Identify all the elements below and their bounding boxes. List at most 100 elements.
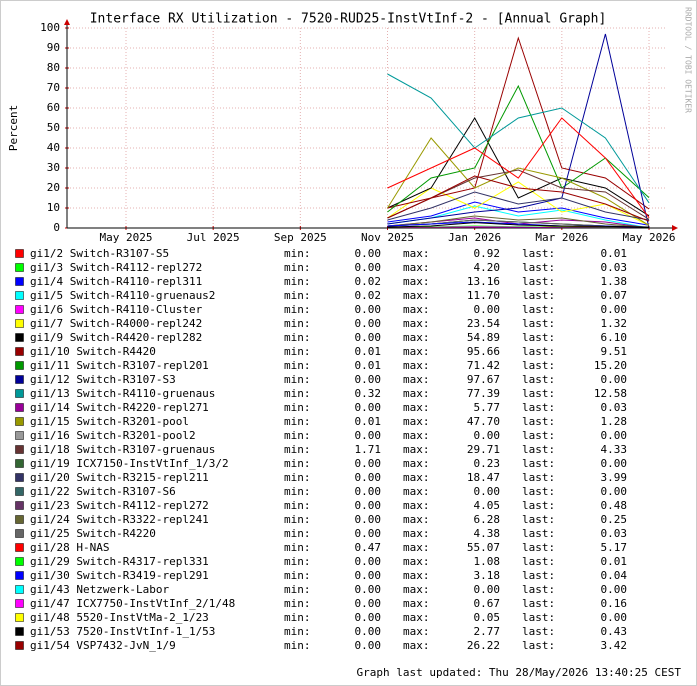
- stat-last: 0.01: [601, 247, 628, 260]
- stat-last: 0.00: [601, 303, 628, 316]
- stat-label: last:: [522, 373, 555, 386]
- legend-name: gi1/47 ICX7750-InstVtInf_2/1/48: [30, 597, 235, 610]
- legend-swatch: [15, 375, 24, 384]
- y-tick-label: 60: [47, 101, 60, 114]
- stat-min: 1.71: [355, 443, 382, 456]
- x-tick-label: Nov 2025: [361, 231, 414, 244]
- stat-label: min:: [284, 387, 311, 400]
- stat-max: 11.70: [467, 289, 500, 302]
- stat-label: min:: [284, 597, 311, 610]
- stat-max: 29.71: [467, 443, 500, 456]
- stat-label: min:: [284, 485, 311, 498]
- legend-swatch: [15, 599, 24, 608]
- stat-last: 0.43: [601, 625, 628, 638]
- stat-min: 0.32: [355, 387, 382, 400]
- stat-min: 0.00: [355, 373, 382, 386]
- stat-min: 0.00: [355, 569, 382, 582]
- stat-label: min:: [284, 527, 311, 540]
- stat-min: 0.02: [355, 275, 382, 288]
- stat-label: max:: [403, 569, 430, 582]
- stat-min: 0.47: [355, 541, 382, 554]
- stat-label: last:: [522, 247, 555, 260]
- stat-label: min:: [284, 611, 311, 624]
- stat-last: 1.38: [601, 275, 628, 288]
- stat-last: 12.58: [594, 387, 627, 400]
- legend-swatch: [15, 473, 24, 482]
- stat-label: max:: [403, 485, 430, 498]
- legend-swatch: [15, 459, 24, 468]
- stat-min: 0.00: [355, 429, 382, 442]
- legend-swatch: [15, 361, 24, 370]
- stat-label: min:: [284, 415, 311, 428]
- legend-swatch: [15, 487, 24, 496]
- stat-max: 55.07: [467, 541, 500, 554]
- legend-name: gi1/9 Switch-R4420-repl282: [30, 331, 202, 344]
- stat-label: max:: [403, 261, 430, 274]
- y-tick-label: 80: [47, 61, 60, 74]
- stat-label: last:: [522, 457, 555, 470]
- stat-label: last:: [522, 471, 555, 484]
- stat-label: last:: [522, 513, 555, 526]
- series-line: [387, 117, 650, 217]
- stat-max: 2.77: [474, 625, 501, 638]
- legend-name: gi1/43 Netzwerk-Labor: [30, 583, 169, 596]
- stat-min: 0.00: [355, 639, 382, 652]
- stat-label: last:: [522, 303, 555, 316]
- stat-label: min:: [284, 457, 311, 470]
- x-tick-label: Jan 2026: [448, 231, 501, 244]
- stat-last: 0.16: [601, 597, 628, 610]
- stat-label: last:: [522, 401, 555, 414]
- stat-label: max:: [403, 583, 430, 596]
- stat-label: min:: [284, 261, 311, 274]
- stat-label: max:: [403, 471, 430, 484]
- legend-name: gi1/19 ICX7150-InstVtInf_1/3/2: [30, 457, 229, 470]
- stat-label: last:: [522, 359, 555, 372]
- series-line: [387, 191, 650, 221]
- legend-name: gi1/53 7520-InstVtInf-1_1/53: [30, 625, 215, 638]
- stat-last: 0.00: [601, 611, 628, 624]
- series-line: [387, 73, 650, 204]
- stat-last: 0.00: [601, 373, 628, 386]
- stat-label: max:: [403, 555, 430, 568]
- y-axis-arrow: [64, 19, 70, 25]
- stat-min: 0.01: [355, 359, 382, 372]
- stat-min: 0.00: [355, 401, 382, 414]
- legend-swatch: [15, 249, 24, 258]
- stat-last: 0.00: [601, 429, 628, 442]
- legend-name: gi1/28 H-NAS: [30, 541, 109, 554]
- stat-label: min:: [284, 471, 311, 484]
- series-line: [387, 117, 650, 218]
- stat-label: min:: [284, 639, 311, 652]
- stat-last: 4.33: [601, 443, 628, 456]
- stat-max: 0.00: [474, 485, 501, 498]
- stat-min: 0.00: [355, 527, 382, 540]
- stat-max: 95.66: [467, 345, 500, 358]
- stat-label: max:: [403, 303, 430, 316]
- stat-last: 0.03: [601, 261, 628, 274]
- legend-swatch: [15, 305, 24, 314]
- legend-swatch: [15, 277, 24, 286]
- stat-label: last:: [522, 485, 555, 498]
- stat-label: min:: [284, 289, 311, 302]
- legend-name: gi1/18 Switch-R3107-gruenaus: [30, 443, 215, 456]
- stat-label: min:: [284, 373, 311, 386]
- stat-label: last:: [522, 275, 555, 288]
- watermark: RRDTOOL / TOBI OETIKER: [684, 7, 693, 113]
- legend-swatch: [15, 501, 24, 510]
- y-axis-label: Percent: [7, 105, 20, 151]
- series-line: [387, 215, 650, 228]
- stat-label: last:: [522, 597, 555, 610]
- legend-name: gi1/15 Switch-R3201-pool: [30, 415, 189, 428]
- stat-min: 0.00: [355, 471, 382, 484]
- legend-name: gi1/20 Switch-R3215-repl211: [30, 471, 209, 484]
- stat-last: 0.07: [601, 289, 628, 302]
- stat-label: last:: [522, 639, 555, 652]
- stat-last: 3.42: [601, 639, 628, 652]
- stat-label: max:: [403, 247, 430, 260]
- stat-label: max:: [403, 373, 430, 386]
- series-line: [387, 201, 650, 226]
- y-tick-label: 70: [47, 81, 60, 94]
- stat-label: max:: [403, 331, 430, 344]
- legend-name: gi1/30 Switch-R3419-repl291: [30, 569, 209, 582]
- stat-max: 26.22: [467, 639, 500, 652]
